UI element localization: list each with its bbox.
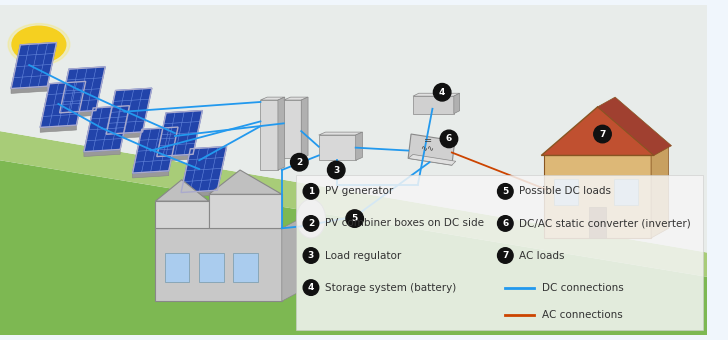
Polygon shape [0,5,708,335]
Text: 1: 1 [308,187,314,196]
Text: DC/AC static converter (inverter): DC/AC static converter (inverter) [519,218,691,228]
Circle shape [497,216,513,231]
Text: 6: 6 [446,134,452,143]
Polygon shape [598,97,671,155]
Text: DC connections: DC connections [542,283,624,293]
Polygon shape [157,154,193,162]
Polygon shape [156,228,282,301]
Ellipse shape [296,199,325,238]
Polygon shape [233,253,258,282]
Text: PV generator: PV generator [325,186,393,197]
Text: ∿∿: ∿∿ [421,144,435,153]
Polygon shape [132,171,169,178]
Circle shape [303,216,319,231]
Polygon shape [356,132,363,160]
Text: 4: 4 [308,283,314,292]
Polygon shape [413,93,459,96]
Polygon shape [413,96,454,114]
Polygon shape [106,88,152,134]
Polygon shape [614,178,638,205]
Ellipse shape [12,26,66,63]
Polygon shape [282,221,296,301]
Polygon shape [408,134,455,165]
Circle shape [328,161,345,179]
Circle shape [594,125,612,143]
Polygon shape [209,170,282,194]
Polygon shape [157,110,202,157]
Polygon shape [40,81,86,128]
Polygon shape [319,132,363,135]
Text: 3: 3 [333,166,339,174]
Text: =: = [424,136,432,146]
Circle shape [290,153,308,171]
Circle shape [440,130,458,148]
Polygon shape [408,154,456,165]
Circle shape [303,280,319,295]
Polygon shape [199,253,223,282]
Polygon shape [278,97,285,170]
Text: PV combiner boxes on DC side: PV combiner boxes on DC side [325,218,483,228]
Polygon shape [181,190,218,198]
Polygon shape [284,97,308,100]
Polygon shape [84,149,120,157]
Polygon shape [165,253,189,282]
Text: 2: 2 [308,219,314,228]
Text: AC loads: AC loads [519,251,564,260]
Text: 2: 2 [296,158,302,167]
Polygon shape [0,160,708,335]
Text: 7: 7 [599,130,606,138]
Polygon shape [0,131,708,277]
Polygon shape [84,106,130,152]
Polygon shape [296,175,703,330]
Polygon shape [301,97,308,158]
Text: 4: 4 [439,88,446,97]
Text: 5: 5 [502,187,508,196]
Text: Load regulator: Load regulator [325,251,401,260]
Polygon shape [319,135,356,160]
Polygon shape [11,42,57,88]
Circle shape [346,210,363,227]
Polygon shape [40,125,76,132]
Circle shape [433,84,451,101]
Polygon shape [651,146,668,238]
Polygon shape [542,107,654,155]
Text: 5: 5 [352,214,358,223]
Polygon shape [156,201,209,228]
Text: Storage system (battery): Storage system (battery) [325,283,456,293]
Polygon shape [60,67,105,113]
Text: AC connections: AC connections [542,310,623,320]
Polygon shape [156,180,209,201]
Polygon shape [545,155,651,238]
Ellipse shape [8,23,70,65]
Polygon shape [60,110,96,118]
Polygon shape [454,93,459,114]
Circle shape [303,248,319,263]
Text: 3: 3 [308,251,314,260]
Circle shape [497,184,513,199]
Polygon shape [0,5,708,253]
Text: 7: 7 [502,251,509,260]
Polygon shape [209,194,282,228]
Polygon shape [261,97,285,100]
Text: Possible DC loads: Possible DC loads [519,186,611,197]
Circle shape [497,248,513,263]
Polygon shape [284,100,301,158]
Text: 6: 6 [502,219,508,228]
Polygon shape [589,207,606,238]
Polygon shape [132,127,178,173]
Polygon shape [11,86,47,94]
Polygon shape [554,178,578,205]
Circle shape [303,184,319,199]
Polygon shape [261,100,278,170]
Polygon shape [106,132,143,139]
Polygon shape [181,147,226,192]
